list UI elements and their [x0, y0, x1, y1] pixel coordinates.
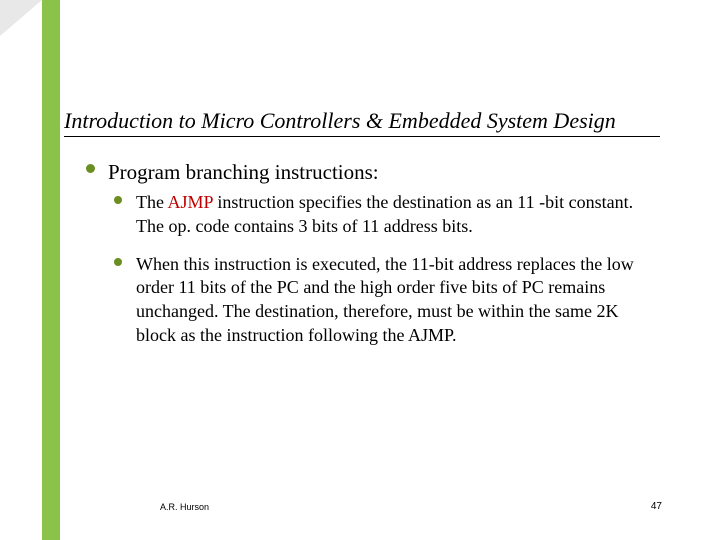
corner-shadow: [0, 0, 42, 36]
bullet-level2: The AJMP instruction specifies the desti…: [114, 191, 662, 239]
slide-title: Introduction to Micro Controllers & Embe…: [64, 108, 660, 137]
accent-bar: [42, 0, 60, 540]
bullet-level1-text: Program branching instructions:: [108, 160, 379, 184]
bullet-level2: When this instruction is executed, the 1…: [114, 253, 662, 348]
bullet-icon: [114, 196, 122, 204]
footer-author: A.R. Hurson: [160, 502, 209, 512]
slide-content: Program branching instructions: The AJMP…: [86, 160, 662, 362]
sub2-text: When this instruction is executed, the 1…: [136, 254, 634, 345]
footer-page-number: 47: [651, 501, 662, 512]
sub1-pre: The: [136, 192, 168, 212]
bullet-level1: Program branching instructions:: [86, 160, 662, 185]
slide-body: Introduction to Micro Controllers & Embe…: [0, 0, 720, 540]
bullet-icon: [114, 258, 122, 266]
sub1-highlight: AJMP: [168, 192, 213, 212]
bullet-icon: [86, 164, 95, 173]
